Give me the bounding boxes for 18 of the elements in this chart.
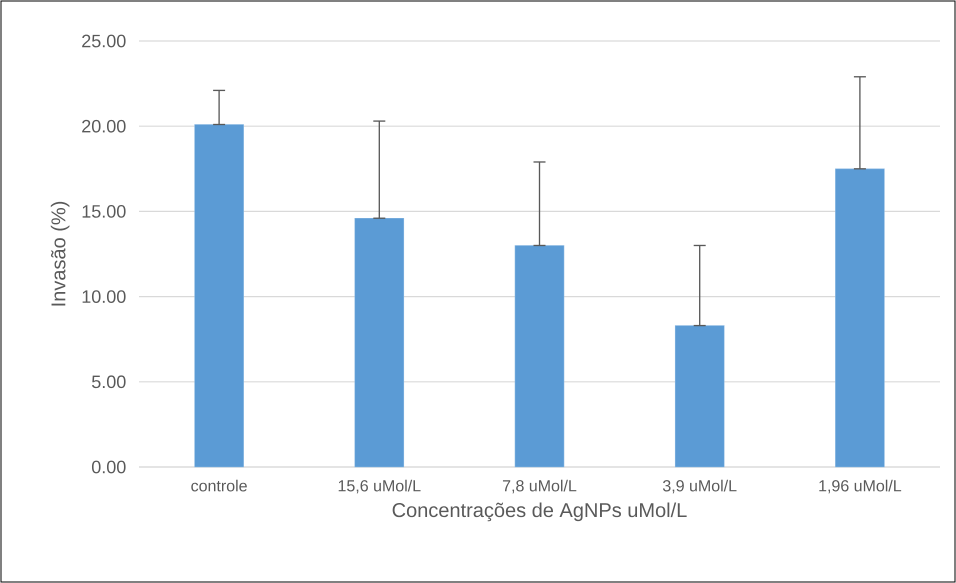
- x-tick-label: 3,9 uMol/L: [662, 480, 737, 494]
- x-tick-label: 7,8 uMol/L: [502, 480, 576, 494]
- bar: [354, 218, 404, 468]
- y-tick-label: 10.00: [82, 290, 126, 303]
- x-axis-title: Concentrações de AgNPs uMol/L: [392, 502, 687, 522]
- y-tick-label: 25.00: [82, 34, 126, 48]
- y-tick-label: 5.00: [92, 375, 126, 388]
- x-tick-label: 1,96 uMol/L: [819, 480, 902, 494]
- y-tick-label: 15.00: [82, 205, 126, 218]
- bar: [674, 325, 724, 468]
- y-tick-label: 0.00: [92, 460, 126, 474]
- bar: [514, 245, 564, 468]
- x-tick-label: controle: [191, 480, 247, 492]
- bar: [194, 124, 244, 468]
- x-tick-label: 15,6 uMol/L: [338, 480, 421, 494]
- y-axis-title: Invasão (%): [50, 202, 70, 306]
- bar: [835, 168, 885, 468]
- y-tick-label: 20.00: [82, 120, 126, 133]
